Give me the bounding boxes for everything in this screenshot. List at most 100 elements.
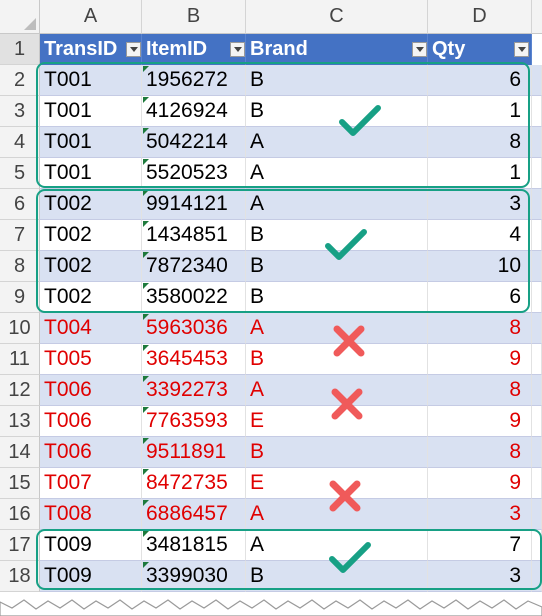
torn-edge	[0, 599, 542, 616]
cell-qty[interactable]: 6	[428, 65, 532, 96]
cell-itemid[interactable]: 7763593	[142, 406, 246, 437]
cell-brand[interactable]: A	[246, 530, 428, 561]
cell-itemid[interactable]: 3392273	[142, 375, 246, 406]
cell-brand[interactable]: A	[246, 189, 428, 220]
table-header-itemid: ItemID	[142, 34, 246, 65]
cell-itemid[interactable]: 9914121	[142, 189, 246, 220]
cell-overflow	[532, 437, 542, 468]
cell-qty[interactable]: 1	[428, 96, 532, 127]
row-header[interactable]: 5	[0, 158, 40, 189]
cell-itemid[interactable]: 5963036	[142, 313, 246, 344]
cell-brand[interactable]: B	[246, 65, 428, 96]
cell-transid[interactable]: T001	[40, 65, 142, 96]
cell-overflow	[532, 127, 542, 158]
cell-itemid[interactable]: 7872340	[142, 251, 246, 282]
cell-transid[interactable]: T002	[40, 189, 142, 220]
check-icon	[325, 229, 367, 260]
cell-qty[interactable]: 9	[428, 344, 532, 375]
cell-itemid[interactable]: 8472735	[142, 468, 246, 499]
cell-transid[interactable]: T005	[40, 344, 142, 375]
check-icon	[339, 105, 381, 136]
cell-qty[interactable]: 9	[428, 406, 532, 437]
cell-brand[interactable]: B	[246, 251, 428, 282]
cell-overflow	[532, 313, 542, 344]
row-header[interactable]: 10	[0, 313, 40, 344]
filter-button-brand[interactable]	[412, 42, 427, 57]
cell-transid[interactable]: T009	[40, 530, 142, 561]
cell-overflow	[532, 251, 542, 282]
cell-itemid[interactable]: 5042214	[142, 127, 246, 158]
check-icon	[329, 542, 371, 573]
cell-qty[interactable]: 3	[428, 189, 532, 220]
cell-itemid[interactable]: 5520523	[142, 158, 246, 189]
row-header[interactable]: 18	[0, 561, 40, 592]
error-indicator-icon	[143, 562, 149, 568]
filter-button-transid[interactable]	[126, 42, 141, 57]
cell-brand[interactable]: B	[246, 220, 428, 251]
cell-itemid[interactable]: 9511891	[142, 437, 246, 468]
cell-qty[interactable]: 4	[428, 220, 532, 251]
cell-overflow	[532, 499, 542, 530]
row-header-1[interactable]: 1	[0, 34, 40, 65]
cell-transid[interactable]: T008	[40, 499, 142, 530]
row-header[interactable]: 11	[0, 344, 40, 375]
row-header[interactable]: 16	[0, 499, 40, 530]
cell-transid[interactable]: T006	[40, 375, 142, 406]
cell-qty[interactable]: 9	[428, 468, 532, 499]
cell-transid[interactable]: T006	[40, 437, 142, 468]
cell-qty[interactable]: 8	[428, 437, 532, 468]
row-header[interactable]: 8	[0, 251, 40, 282]
cell-itemid[interactable]: 1434851	[142, 220, 246, 251]
cell-brand[interactable]: B	[246, 96, 428, 127]
cell-itemid[interactable]: 4126924	[142, 96, 246, 127]
cell-qty[interactable]: 3	[428, 499, 532, 530]
cell-itemid[interactable]: 3481815	[142, 530, 246, 561]
cell-transid[interactable]: T002	[40, 220, 142, 251]
row-header[interactable]: 15	[0, 468, 40, 499]
cell-itemid[interactable]: 3580022	[142, 282, 246, 313]
cell-qty[interactable]: 8	[428, 375, 532, 406]
filter-button-qty[interactable]	[514, 42, 529, 57]
cell-transid[interactable]: T006	[40, 406, 142, 437]
cell-qty[interactable]: 8	[428, 127, 532, 158]
cell-qty[interactable]: 10	[428, 251, 532, 282]
cell-brand[interactable]: A	[246, 127, 428, 158]
cell-transid[interactable]: T009	[40, 561, 142, 592]
cell-itemid[interactable]: 1956272	[142, 65, 246, 96]
cell-transid[interactable]: T002	[40, 251, 142, 282]
cell-qty[interactable]: 3	[428, 561, 532, 592]
cell-brand[interactable]: A	[246, 158, 428, 189]
cell-qty[interactable]: 7	[428, 530, 532, 561]
cell-transid[interactable]: T007	[40, 468, 142, 499]
cell-transid[interactable]: T001	[40, 96, 142, 127]
row-header[interactable]: 6	[0, 189, 40, 220]
column-header-a[interactable]: A	[40, 0, 142, 34]
cell-transid[interactable]: T004	[40, 313, 142, 344]
row-header[interactable]: 4	[0, 127, 40, 158]
row-header[interactable]: 12	[0, 375, 40, 406]
row-header[interactable]: 3	[0, 96, 40, 127]
cell-qty[interactable]: 1	[428, 158, 532, 189]
select-all-corner[interactable]	[0, 0, 40, 34]
cell-overflow	[532, 158, 542, 189]
filter-button-itemid[interactable]	[230, 42, 245, 57]
row-header[interactable]: 9	[0, 282, 40, 313]
cell-qty[interactable]: 6	[428, 282, 532, 313]
cell-itemid[interactable]: 3399030	[142, 561, 246, 592]
cell-overflow	[532, 468, 542, 499]
column-header-b[interactable]: B	[142, 0, 246, 34]
cell-transid[interactable]: T001	[40, 158, 142, 189]
cell-itemid[interactable]: 3645453	[142, 344, 246, 375]
row-header[interactable]: 2	[0, 65, 40, 96]
row-header[interactable]: 14	[0, 437, 40, 468]
cross-icon	[331, 388, 363, 420]
row-header[interactable]: 7	[0, 220, 40, 251]
row-header[interactable]: 17	[0, 530, 40, 561]
column-header-d[interactable]: D	[428, 0, 532, 34]
cell-transid[interactable]: T001	[40, 127, 142, 158]
cell-brand[interactable]: B	[246, 437, 428, 468]
row-header[interactable]: 13	[0, 406, 40, 437]
cell-qty[interactable]: 8	[428, 313, 532, 344]
cell-itemid[interactable]: 6886457	[142, 499, 246, 530]
column-header-c[interactable]: C	[246, 0, 428, 34]
